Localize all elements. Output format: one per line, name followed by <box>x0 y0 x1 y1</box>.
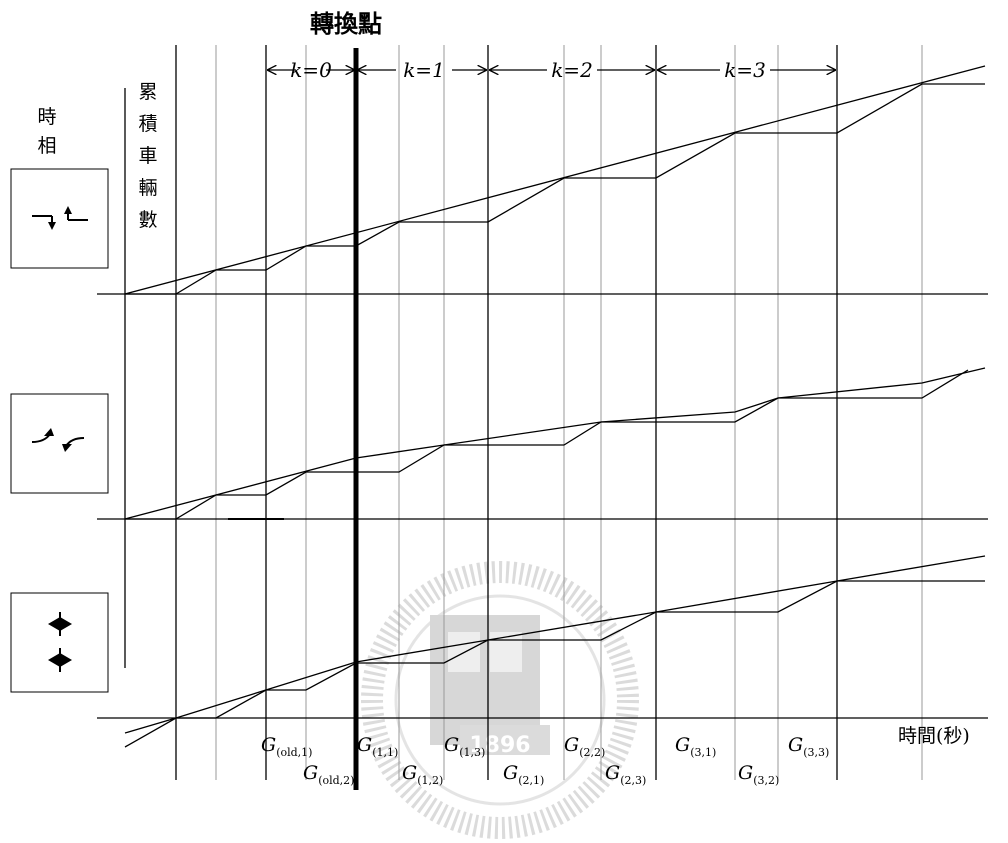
panel-3-curves <box>124 555 986 748</box>
departure-curve <box>125 369 969 520</box>
arrival-curve <box>124 367 986 520</box>
interval-label-k0: k=0 <box>290 58 332 82</box>
green-label-old-1: G(old,1) <box>261 734 312 759</box>
panel-2-curves <box>124 367 986 520</box>
through-turn-phase-icon <box>32 206 88 230</box>
baselines <box>97 293 988 719</box>
cumulative-char: 累 <box>138 81 157 103</box>
interval-label-k2: k=2 <box>551 58 593 82</box>
green-label-2-2: G(2,2) <box>564 734 605 759</box>
phase-box-3 <box>10 592 109 693</box>
university-seal-watermark: 1896 <box>361 561 639 839</box>
phase-icon-boxes <box>10 168 109 693</box>
green-label-1-1: G(1,1) <box>357 734 398 759</box>
green-label-1-2: G(1,2) <box>402 762 443 787</box>
cumulative-char: 輛 <box>138 177 157 199</box>
cumulative-char: 車 <box>138 145 157 167</box>
north-south-phase-icon <box>48 612 72 672</box>
green-label-old-2: G(old,2) <box>303 762 354 787</box>
phase-label-2: 相 <box>37 135 56 157</box>
phase-box-1 <box>10 168 109 269</box>
interval-label-k3: k=3 <box>724 58 766 82</box>
green-label-3-2: G(3,2) <box>738 762 779 787</box>
phase-label-1: 時 <box>37 106 56 128</box>
arrival-curve <box>124 65 986 295</box>
time-axis-label: 時間(秒) <box>898 725 970 747</box>
green-label-3-3: G(3,3) <box>788 734 829 759</box>
opposing-turn-phase-icon <box>31 428 85 452</box>
departure-curve <box>124 580 985 748</box>
green-label-2-3: G(2,3) <box>605 762 646 787</box>
cumulative-vehicles-label: 累 積 車 輛 數 <box>138 81 157 231</box>
green-label-2-1: G(2,1) <box>503 762 544 787</box>
interval-labels: k=0 k=1 k=2 k=3 <box>290 58 766 82</box>
grid-dark <box>175 45 838 780</box>
switch-point-title: 轉換點 <box>310 9 382 38</box>
watermark-year: 1896 <box>469 733 530 758</box>
interval-label-k1: k=1 <box>403 58 445 82</box>
departure-curve <box>125 83 985 295</box>
cumulative-char: 積 <box>138 113 157 135</box>
green-time-labels: G(old,1) G(old,2) G(1,1) G(1,2) G(1,3) G… <box>261 734 829 787</box>
green-label-3-1: G(3,1) <box>675 734 716 759</box>
panel-1-curves <box>124 65 986 295</box>
cumulative-char: 數 <box>138 209 157 231</box>
grid-light <box>215 45 923 780</box>
phase-box-2 <box>10 393 109 494</box>
green-label-1-3: G(1,3) <box>444 734 485 759</box>
